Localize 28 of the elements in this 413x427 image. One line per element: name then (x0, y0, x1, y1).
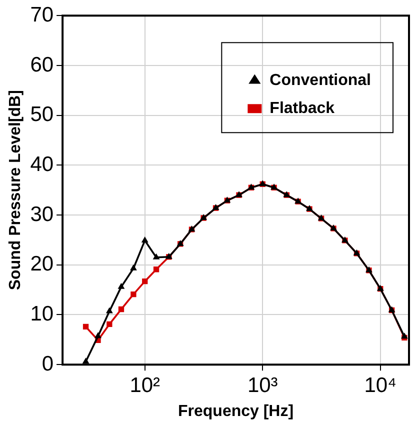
x-tick-label: 10⁴ (364, 374, 397, 397)
legend-label: Conventional (270, 72, 372, 90)
point (152, 253, 160, 260)
point (106, 307, 113, 314)
y-tick-label: 60 (30, 53, 54, 76)
point (153, 266, 160, 272)
legend-label: Flatback (270, 100, 335, 118)
y-tick-label: 20 (30, 252, 54, 276)
point (94, 332, 102, 338)
point (130, 291, 136, 298)
point (118, 282, 125, 289)
x-tick-label: 10³ (247, 374, 278, 397)
point (106, 321, 112, 328)
y-tick-label: 70 (30, 3, 54, 26)
x-tick-label: 10² (130, 374, 160, 397)
y-tick-label: 50 (30, 103, 54, 126)
y-tick-label: 40 (30, 152, 54, 176)
point (141, 236, 148, 242)
point (82, 358, 90, 364)
point (142, 278, 148, 284)
point (118, 306, 124, 312)
y-tick-label: 0 (42, 352, 54, 376)
y-axis-title: Sound Pressure Level[dB] (7, 90, 24, 290)
y-tick-label: 30 (30, 202, 54, 226)
y-tick-label: 10 (30, 302, 54, 326)
x-axis-title: Frequency [Hz] (178, 402, 294, 420)
point (130, 264, 137, 270)
point (82, 324, 89, 330)
